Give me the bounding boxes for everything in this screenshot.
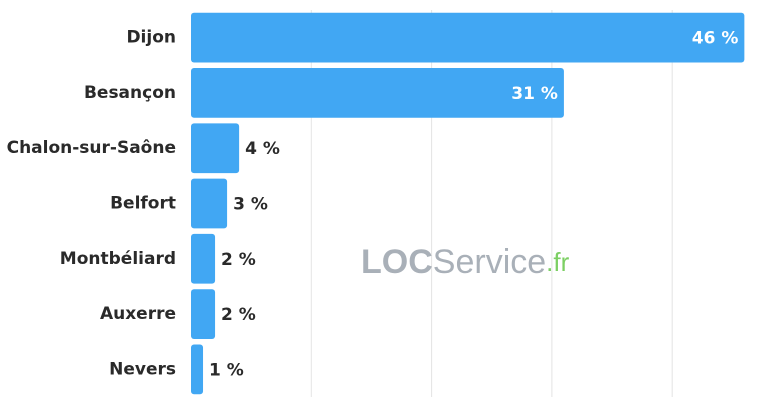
bar [191,344,204,395]
bar [191,233,216,284]
value-label: 2 % [221,305,256,325]
watermark-name: Service [433,243,546,281]
value-label: 46 % [692,29,739,49]
y-tick-label: Chalon-sur-Saône [7,138,176,158]
bar [191,123,240,174]
value-label: 1 % [209,360,244,380]
y-tick-label: Belfort [110,194,176,214]
value-label: 3 % [233,195,268,215]
y-tick-label: Dijon [126,28,176,48]
watermark-suffix: .fr [546,247,569,277]
bar [191,289,216,339]
y-tick-label: Montbéliard [60,249,176,269]
y-tick-label: Auxerre [100,304,176,324]
y-tick-label: Nevers [109,359,176,379]
value-label: 4 % [245,139,280,159]
watermark-brand: LOC [361,243,433,281]
bar [191,68,564,118]
value-label: 31 % [511,84,558,104]
watermark: LOCService.fr [361,243,570,281]
bar [191,12,745,63]
value-label: 2 % [221,250,256,270]
bar [191,178,228,229]
y-tick-label: Besançon [84,83,176,103]
